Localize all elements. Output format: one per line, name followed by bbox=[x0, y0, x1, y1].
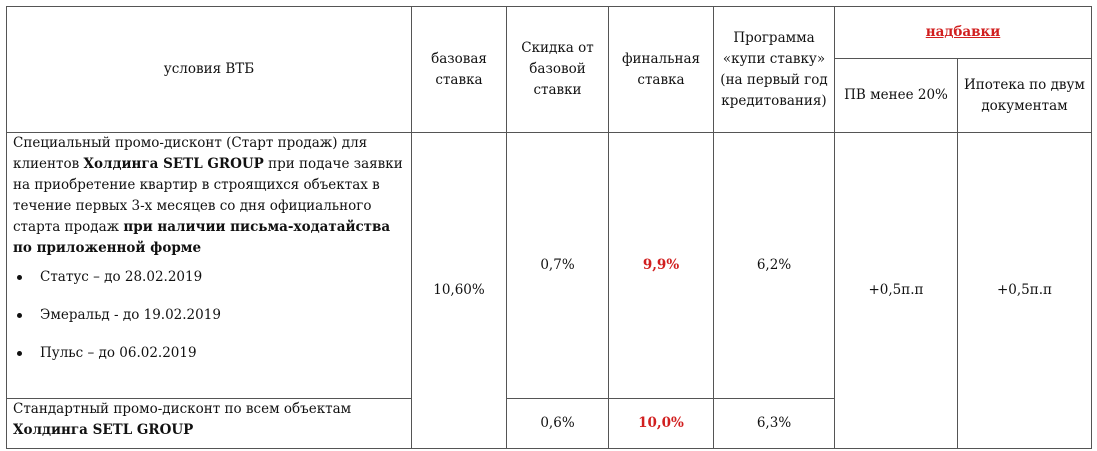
row1-final-rate: 9,9% bbox=[608, 132, 714, 399]
row2-discount: 0,6% bbox=[506, 398, 609, 449]
row1-discount: 0,7% bbox=[506, 132, 609, 399]
two-docs-surcharge: +0,5п.п bbox=[957, 132, 1092, 449]
row1-buy-rate: 6,2% bbox=[713, 132, 835, 399]
base-rate-value: 10,60% bbox=[411, 132, 507, 449]
header-surcharges: надбавки bbox=[834, 6, 1092, 59]
date-item-status: Статус – до 28.02.2019 bbox=[13, 267, 405, 305]
header-two-docs: Ипотека по двум документам bbox=[957, 58, 1092, 133]
row2-bold-1: Холдинга SETL GROUP bbox=[13, 422, 194, 438]
row1-dates-list: Статус – до 28.02.2019 Эмеральд - до 19.… bbox=[13, 267, 405, 381]
row1-text-2: при подаче заявки на приобретение кварти… bbox=[13, 156, 403, 235]
header-down-payment: ПВ менее 20% bbox=[834, 58, 958, 133]
date-item-puls: Пульс – до 06.02.2019 bbox=[13, 343, 405, 381]
row1-conditions: Специальный промо-дисконт (Старт продаж)… bbox=[6, 132, 412, 399]
row2-final-rate-value: 10,0% bbox=[638, 415, 684, 431]
row2-text-1: Стандартный промо-дисконт по всем объект… bbox=[13, 401, 352, 417]
down-payment-surcharge: +0,5п.п bbox=[834, 132, 958, 449]
row1-bold-2: при наличии письма-ходатайства по прилож… bbox=[13, 219, 391, 256]
header-base-rate: базовая ставка bbox=[411, 6, 507, 133]
row1-bold-1: Холдинга SETL GROUP bbox=[83, 156, 264, 172]
header-buy-rate-program: Программа «купи ставку» (на первый год к… bbox=[713, 6, 835, 133]
row1-text-1: Специальный промо-дисконт (Старт продаж)… bbox=[13, 135, 368, 172]
header-final-rate: финальная ставка bbox=[608, 6, 714, 133]
vtb-rates-table: условия ВТБ базовая ставка Скидка от баз… bbox=[6, 6, 1092, 449]
date-item-emerald: Эмеральд - до 19.02.2019 bbox=[13, 305, 405, 343]
row1-final-rate-value: 9,9% bbox=[642, 257, 680, 273]
surcharges-label: надбавки bbox=[925, 24, 1001, 40]
row2-final-rate: 10,0% bbox=[608, 398, 714, 449]
header-conditions: условия ВТБ bbox=[6, 6, 412, 133]
row2-buy-rate: 6,3% bbox=[713, 398, 835, 449]
row2-conditions: Стандартный промо-дисконт по всем объект… bbox=[6, 398, 412, 449]
header-discount: Скидка от базовой ставки bbox=[506, 6, 609, 133]
